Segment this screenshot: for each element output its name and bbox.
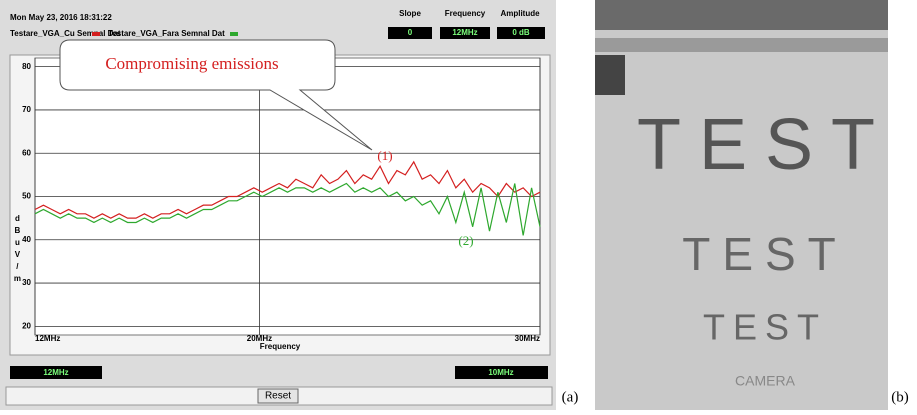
y-tick-label: 70: [22, 105, 31, 114]
frequency-box: [440, 27, 490, 39]
reset-button[interactable]: [257, 388, 299, 404]
slope-label: Slope: [399, 9, 421, 18]
amplitude-value: 0 dB: [512, 28, 530, 37]
x-axis-label: Frequency: [260, 342, 301, 351]
y-tick-label: 60: [22, 148, 31, 157]
panel-label: (b): [891, 389, 909, 405]
y-tick-label: 50: [22, 192, 31, 201]
y-tick-label: 80: [22, 62, 31, 71]
plot: 20 30 40 50 60 70 80 12MHz 20MHz 30MHz: [22, 58, 541, 343]
marker-label: (2): [458, 233, 473, 248]
amplitude-label: Amplitude: [500, 9, 540, 18]
marker-label: (1): [377, 148, 392, 163]
x-tick-label: 12MHz: [35, 334, 60, 343]
callout-bubble: [59, 39, 373, 151]
start-value: 12MHz: [43, 368, 68, 377]
capture-noise: [595, 38, 888, 52]
spectrum-line: [34, 182, 541, 236]
image-text: TEST: [703, 307, 827, 348]
legend-swatch: [230, 32, 238, 36]
y-axis-label: dBuV/m: [13, 214, 22, 286]
timestamp: Mon May 23, 2016 18:31:22: [10, 13, 112, 22]
amplitude-box: [497, 27, 545, 39]
image-text: CAMERA: [735, 373, 796, 389]
spectrum-line: [34, 160, 541, 219]
capture-image: [595, 0, 888, 410]
legend-entry: Testare_VGA_Fara Semnal Dat: [108, 29, 225, 38]
slope-value: 0: [408, 28, 413, 37]
capture-noise: [595, 0, 888, 30]
legend-swatch: [92, 32, 100, 36]
callout-text: Compromising emissions: [105, 54, 278, 73]
image-text: TEST: [682, 228, 848, 280]
slope-box: [388, 27, 432, 39]
reset-label[interactable]: Reset: [265, 391, 291, 402]
y-tick-label: 40: [22, 235, 31, 244]
x-tick-label: 20MHz: [247, 334, 272, 343]
x-tick-label: 30MHz: [515, 334, 540, 343]
image-text: TEST: [637, 105, 893, 185]
frequency-label: Frequency: [445, 9, 486, 18]
legend-entry: Testare_VGA_Cu Semnal Dat: [10, 29, 121, 38]
frequency-value: 12MHz: [452, 28, 477, 37]
panel-label: (a): [562, 389, 579, 405]
capture-noise: [595, 55, 625, 95]
y-tick-label: 30: [22, 278, 31, 287]
y-tick-label: 20: [22, 321, 31, 330]
span-box: [455, 366, 548, 379]
span-value: 10MHz: [488, 368, 513, 377]
start-box: [10, 366, 102, 379]
